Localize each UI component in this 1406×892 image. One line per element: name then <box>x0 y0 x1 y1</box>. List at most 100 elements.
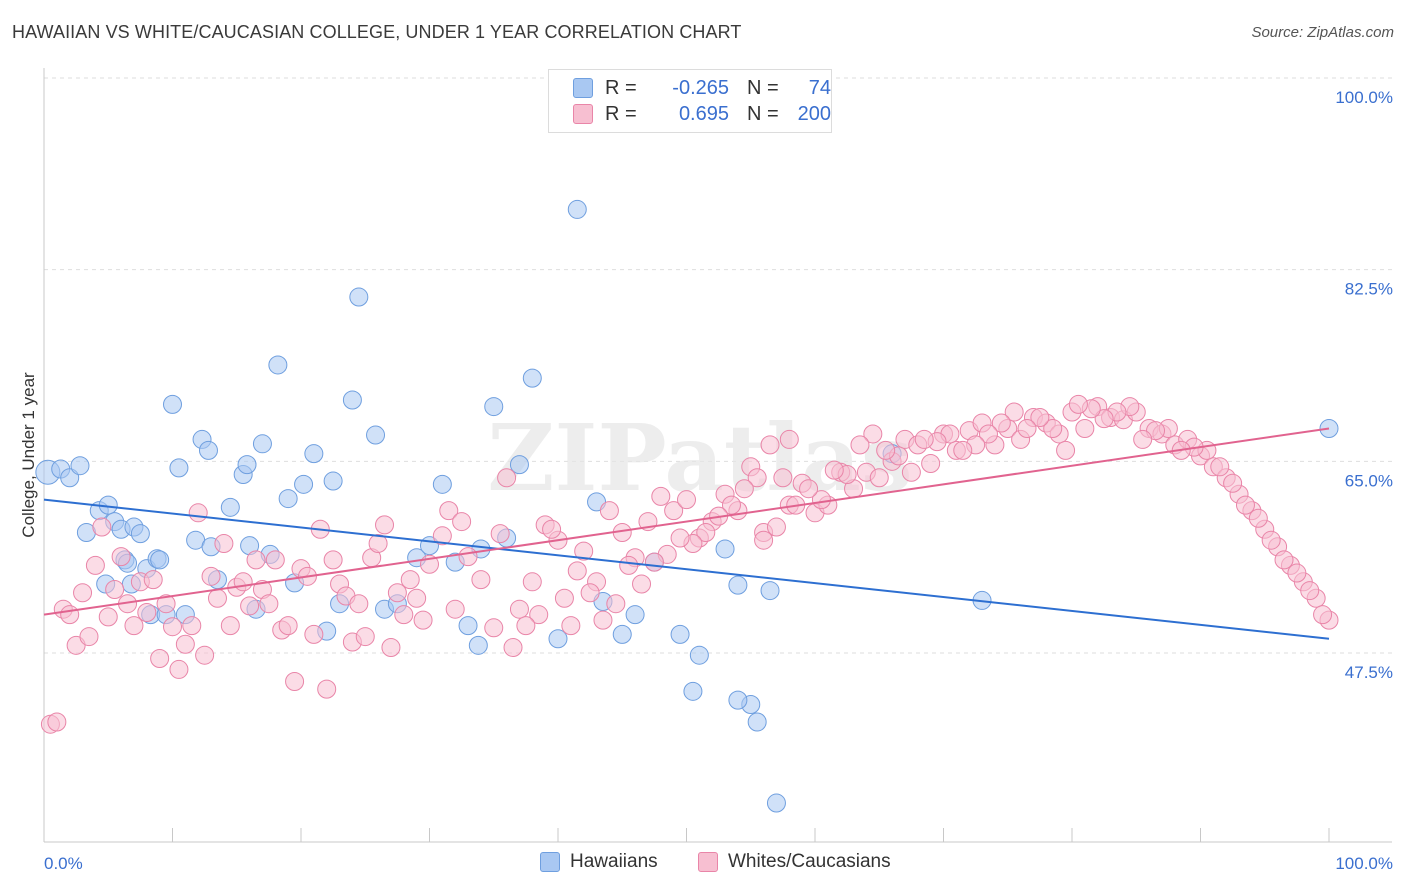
y-tick-label: 65.0% <box>1345 471 1393 490</box>
data-point <box>1274 550 1294 570</box>
data-point <box>214 533 234 553</box>
data-point <box>497 468 517 488</box>
data-point <box>863 424 883 444</box>
data-point <box>387 583 407 603</box>
watermark: ZIPatlas <box>487 404 912 512</box>
data-point <box>953 440 973 460</box>
data-point <box>400 570 420 590</box>
bottom-legend-label-whites: Whites/Caucasians <box>728 851 891 872</box>
data-point <box>760 581 780 601</box>
data-point <box>503 638 523 658</box>
data-point <box>259 594 279 614</box>
data-point <box>323 550 343 570</box>
data-point <box>664 501 684 521</box>
data-point <box>522 368 542 388</box>
data-point <box>278 489 298 509</box>
data-point <box>304 444 324 464</box>
data-point <box>728 575 748 595</box>
data-point <box>458 547 478 567</box>
data-point <box>368 533 388 553</box>
data-point <box>766 793 786 813</box>
legend-r-label: R = <box>605 102 637 125</box>
y-tick-label: 47.5% <box>1345 663 1393 682</box>
data-point <box>509 455 529 475</box>
data-point <box>458 616 478 636</box>
data-point <box>366 425 386 445</box>
data-point <box>111 547 131 567</box>
y-axis-label: College, Under 1 year <box>19 372 38 538</box>
data-point <box>317 679 337 699</box>
data-point <box>715 539 735 559</box>
data-point <box>355 627 375 647</box>
y-tick-label: 82.5% <box>1345 280 1393 299</box>
data-point <box>240 596 260 616</box>
data-point <box>432 526 452 546</box>
data-point <box>644 552 664 572</box>
data-point <box>468 635 488 655</box>
data-point <box>169 659 189 679</box>
data-point <box>625 605 645 625</box>
data-point <box>619 555 639 575</box>
data-point <box>201 566 221 586</box>
data-point <box>921 454 941 474</box>
data-point <box>246 550 266 570</box>
data-point <box>850 435 870 455</box>
data-point <box>612 624 632 644</box>
data-point <box>375 515 395 535</box>
data-point <box>1261 530 1281 550</box>
data-point <box>207 588 227 608</box>
data-point <box>914 429 934 449</box>
data-point <box>1300 581 1320 601</box>
data-point <box>304 624 324 644</box>
legend: R = -0.265 N = 74 R = 0.695 N = 200 <box>548 69 832 133</box>
data-point <box>349 287 369 307</box>
data-point <box>670 528 690 548</box>
data-point <box>760 435 780 455</box>
data-point <box>237 455 257 475</box>
legend-r-value: -0.265 <box>672 76 729 99</box>
bottom-legend-label-hawaiians: Hawaiians <box>570 851 658 872</box>
data-point <box>182 616 202 636</box>
data-point <box>580 583 600 603</box>
data-point <box>407 588 427 608</box>
data-point <box>105 579 125 599</box>
data-point <box>542 519 562 539</box>
data-point <box>439 501 459 521</box>
data-point <box>130 524 150 544</box>
data-point <box>574 541 594 561</box>
data-point <box>876 440 896 460</box>
data-point <box>754 530 774 550</box>
data-point <box>1287 563 1307 583</box>
data-point <box>529 605 549 625</box>
data-point <box>445 599 465 619</box>
data-point <box>779 429 799 449</box>
legend-n-value: 200 <box>797 102 831 125</box>
data-point <box>60 468 80 488</box>
data-point <box>1094 409 1114 429</box>
data-point <box>484 397 504 417</box>
data-point <box>1235 495 1255 515</box>
data-point <box>47 712 67 732</box>
data-point <box>799 479 819 499</box>
bottom-legend-hawaiians: Hawaiians <box>540 851 658 873</box>
data-point <box>143 570 163 590</box>
data-point <box>766 517 786 537</box>
data-point <box>1223 473 1243 493</box>
data-point <box>522 572 542 592</box>
y-tick-label: 100.0% <box>1335 88 1393 107</box>
legend-row-whites: R = 0.695 N = 200 <box>573 101 831 127</box>
data-point <box>85 555 105 575</box>
data-point <box>233 572 253 592</box>
data-point <box>811 490 831 510</box>
data-point <box>509 599 529 619</box>
bottom-legend-swatch-hawaiians <box>540 852 560 872</box>
data-point <box>349 594 369 614</box>
legend-swatch-hawaiians <box>573 78 593 98</box>
bottom-legend-whites: Whites/Caucasians <box>698 851 891 873</box>
data-point <box>394 605 414 625</box>
data-point <box>683 681 703 701</box>
data-point <box>484 618 504 638</box>
data-point <box>163 394 182 414</box>
data-point <box>991 413 1011 433</box>
data-point <box>150 550 170 570</box>
